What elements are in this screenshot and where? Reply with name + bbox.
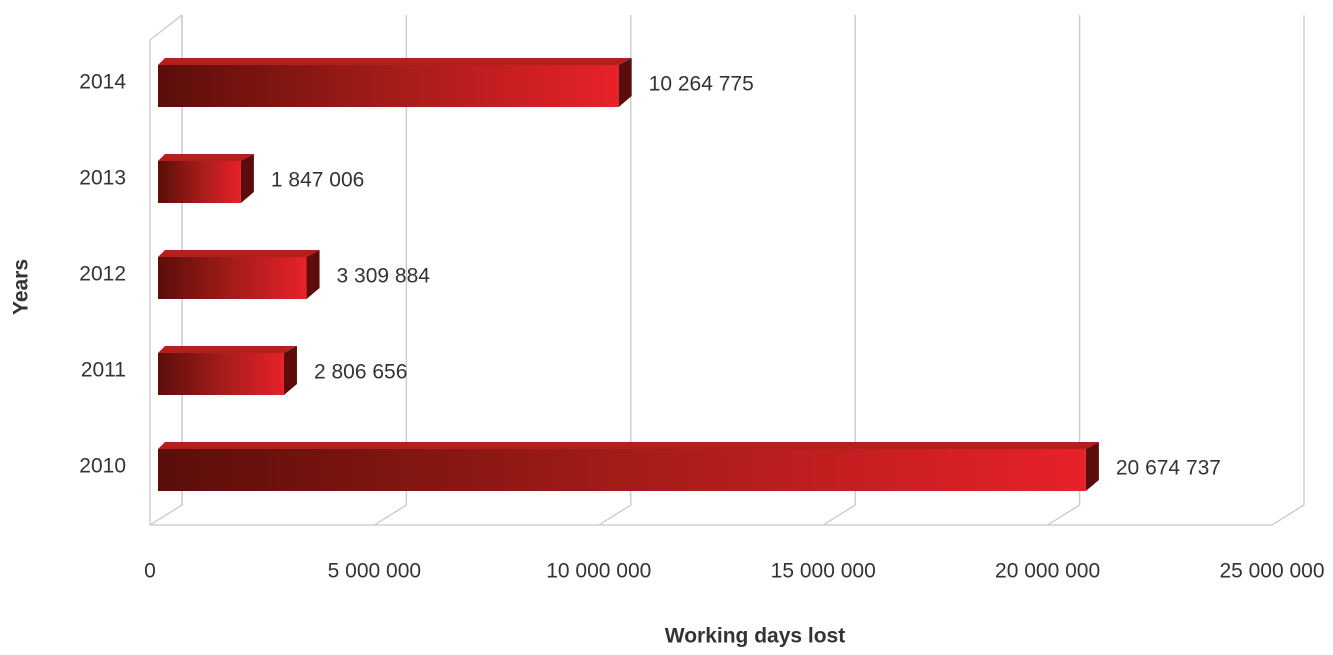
bar bbox=[158, 250, 320, 299]
value-label: 2 806 656 bbox=[314, 361, 407, 384]
grid-line bbox=[1047, 15, 1081, 526]
bar bbox=[158, 442, 1099, 491]
value-label: 10 264 775 bbox=[649, 73, 754, 96]
bar-front bbox=[158, 257, 307, 299]
grid-line bbox=[1271, 15, 1305, 526]
bar-front bbox=[158, 161, 241, 203]
value-label: 20 674 737 bbox=[1116, 457, 1221, 480]
bar-top bbox=[158, 154, 254, 161]
bar-side bbox=[283, 346, 297, 395]
bar-front bbox=[158, 449, 1086, 491]
bar-top bbox=[158, 346, 297, 353]
bar-side bbox=[1085, 442, 1099, 491]
bar-front bbox=[158, 353, 284, 395]
y-tick-label: 2010 bbox=[79, 455, 126, 478]
bar-top bbox=[158, 58, 632, 65]
bar bbox=[158, 58, 632, 107]
bar-side bbox=[618, 58, 632, 107]
y-axis-label: Years bbox=[10, 259, 33, 315]
x-tick-label: 15 000 000 bbox=[771, 560, 876, 583]
bar-front bbox=[158, 65, 619, 107]
y-tick-label: 2014 bbox=[79, 71, 126, 94]
bar-top bbox=[158, 442, 1099, 449]
grid-line bbox=[374, 15, 408, 526]
bar-top bbox=[158, 250, 320, 257]
wall-edge bbox=[149, 14, 183, 41]
value-label: 3 309 884 bbox=[337, 265, 431, 288]
x-axis-label: Working days lost bbox=[665, 625, 845, 648]
y-tick-label: 2012 bbox=[79, 263, 126, 286]
bar-side bbox=[240, 154, 254, 203]
bar-side bbox=[306, 250, 320, 299]
x-tick-label: 25 000 000 bbox=[1219, 560, 1324, 583]
y-tick-label: 2013 bbox=[79, 167, 126, 190]
x-tick-label: 10 000 000 bbox=[546, 560, 651, 583]
bar bbox=[158, 346, 297, 395]
value-label: 1 847 006 bbox=[271, 169, 364, 192]
y-tick-label: 2011 bbox=[81, 359, 126, 382]
grid-line bbox=[822, 15, 856, 526]
x-tick-label: 0 bbox=[144, 560, 156, 583]
bar bbox=[158, 154, 254, 203]
grid-line bbox=[598, 15, 632, 526]
x-tick-label: 20 000 000 bbox=[995, 560, 1100, 583]
x-tick-label: 5 000 000 bbox=[328, 560, 421, 583]
